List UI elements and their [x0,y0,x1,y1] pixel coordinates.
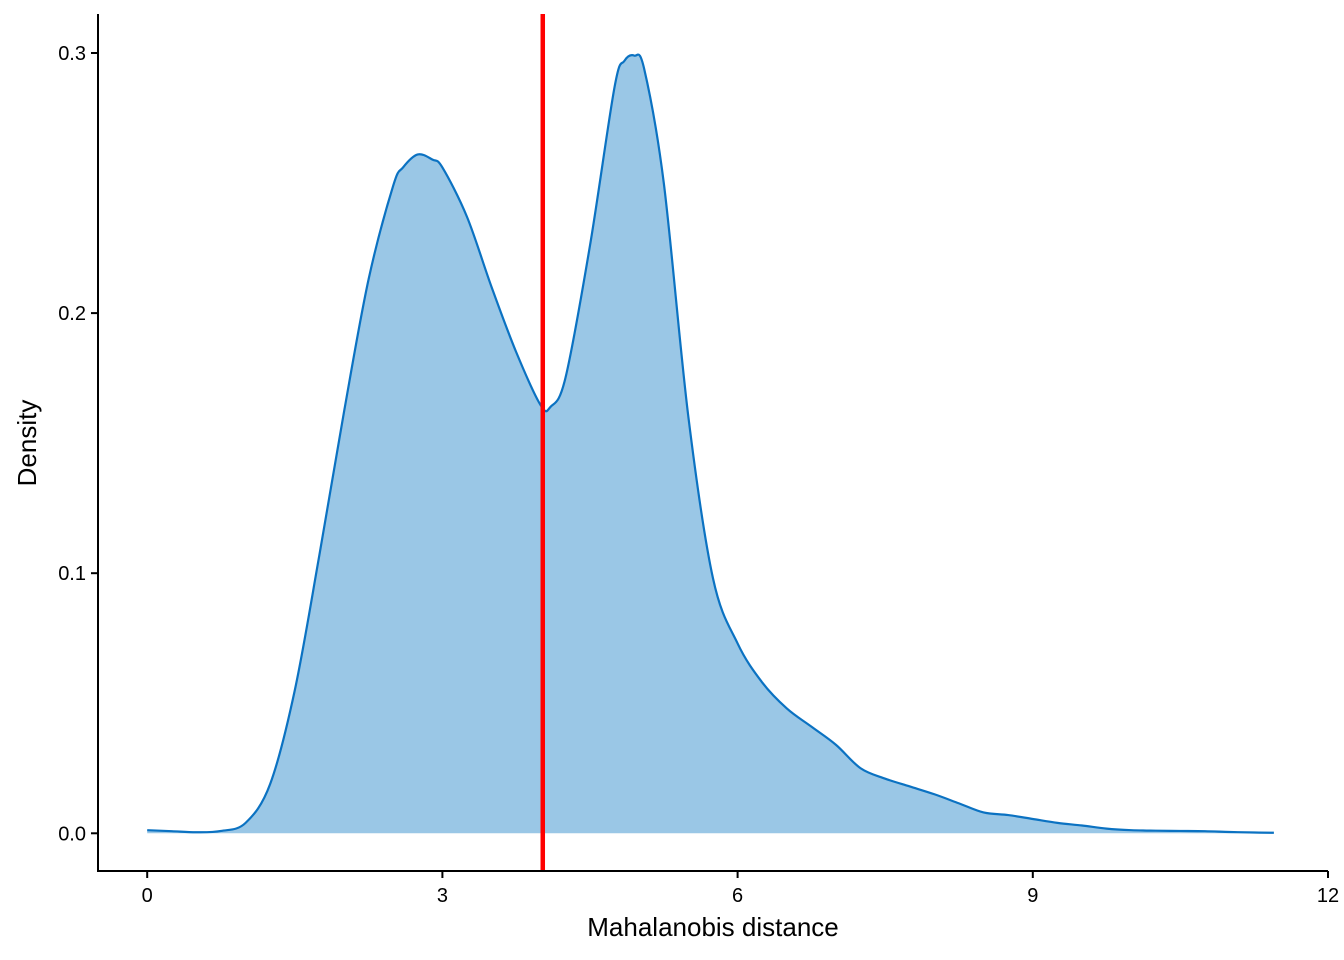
x-axis-title: Mahalanobis distance [587,912,839,942]
density-curve-line [147,53,1274,834]
x-tick-label: 12 [1317,885,1339,907]
x-tick-label: 6 [732,885,743,907]
axes: 0 3 6 9 12 0.0 0.1 0.2 0.3 [58,14,1339,907]
density-area-fill [147,54,1274,834]
x-tick-label: 9 [1027,885,1038,907]
y-tick-label: 0.2 [58,303,86,325]
plot-area [147,14,1274,871]
x-tick-label: 0 [142,885,153,907]
y-tick-label: 0.1 [58,563,86,585]
y-tick-label: 0.3 [58,43,86,65]
x-tick-label: 3 [437,885,448,907]
y-axis-title: Density [12,400,42,487]
y-tick-label: 0.0 [58,823,86,845]
